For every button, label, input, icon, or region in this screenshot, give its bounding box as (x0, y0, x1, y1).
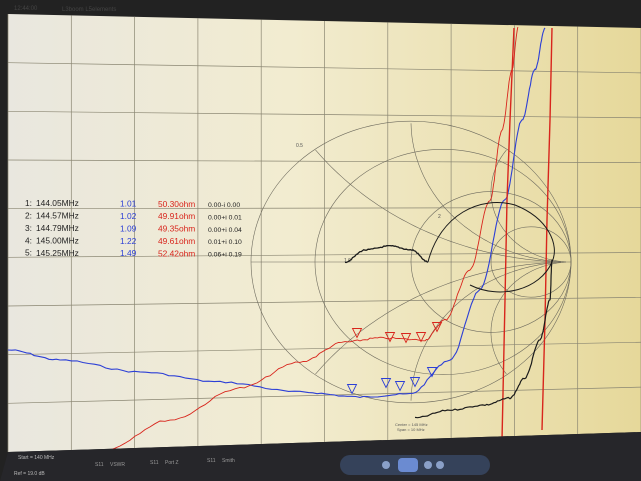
marker-z: 49.91ohm (158, 211, 195, 221)
legend-name: Port Z (165, 460, 179, 466)
marker-z: 52.42ohm (158, 248, 195, 258)
taskbar (340, 455, 490, 475)
smith-trace-spiral (427, 201, 555, 293)
vswr-marker[interactable] (409, 377, 421, 388)
legend-label: S11 (95, 462, 104, 468)
marker-id: 2: (25, 211, 32, 221)
smith-reactance-arc (410, 123, 562, 262)
vswr-marker[interactable] (346, 384, 358, 395)
marker-z: 50.30ohm (158, 199, 195, 209)
vswr-marker[interactable] (426, 367, 438, 378)
vswr-markers (346, 367, 438, 395)
marker-freq: 144.57MHz (36, 211, 79, 221)
marker-refl: 0.01+i 0.10 (208, 239, 242, 246)
impedance-marker[interactable] (351, 328, 363, 339)
marker-refl: 0.00+i 0.04 (208, 227, 242, 234)
marker-id: 1: (25, 198, 32, 208)
legend-label: S11 (207, 458, 216, 464)
marker-refl: 0.00-i 0.00 (208, 202, 240, 209)
marker-refl: 0.06+i 0.19 (208, 252, 242, 259)
marker-vswr: 1.22 (120, 236, 137, 246)
grid-line-horizontal (7, 386, 641, 404)
impedance-trace-vertical-1 (501, 27, 515, 441)
footer-ref: Ref = 19.0 dB (14, 471, 45, 477)
grid-line-horizontal (7, 110, 641, 119)
marker-id: 4: (25, 235, 32, 245)
smith-label-top: 0.5 (296, 143, 303, 149)
smith-reactance-arc (410, 262, 562, 401)
grid-line-horizontal (7, 62, 641, 74)
smith-label-right: 2 (438, 214, 441, 220)
marker-vswr: 1.01 (120, 199, 137, 209)
grid-line-horizontal (7, 341, 641, 356)
smith-reactance-arc (490, 149, 567, 263)
marker-vswr: 1.49 (120, 248, 137, 258)
taskbar-icon[interactable] (436, 461, 444, 469)
marker-id: 3: (25, 223, 32, 233)
taskbar-app-button[interactable] (398, 458, 418, 472)
marker-freq: 144.79MHz (36, 223, 79, 233)
impedance-marker[interactable] (415, 332, 427, 343)
legend-name: VSWR (110, 462, 125, 468)
marker-readout-table: 1: 144.05MHz 1.01 50.30ohm 0.00-i 0.00 2: 144.… (25, 198, 242, 259)
footer-span: Span = 10 MHz (397, 427, 425, 432)
vswr-marker[interactable] (380, 378, 392, 389)
impedance-markers (351, 322, 443, 344)
smith-chart (250, 120, 572, 404)
marker-z: 49.35ohm (158, 224, 195, 234)
header-antenna: L3boom L5elements (62, 7, 116, 13)
marker-vswr: 1.09 (120, 223, 137, 233)
smith-reactance-arc (490, 261, 567, 375)
footer-center: Center = 145 MHz (395, 422, 428, 427)
marker-refl: 0.00+i 0.01 (208, 214, 242, 221)
legend-label: S11 (150, 460, 159, 466)
marker-id: 5: (25, 248, 32, 258)
footer-legend: S11 VSWR S11 Port Z S11 Smith (95, 458, 235, 468)
footer-start: Start = 140 MHz (18, 455, 55, 461)
grid-line-horizontal (7, 159, 641, 164)
impedance-marker[interactable] (384, 332, 396, 343)
taskbar-icon[interactable] (424, 461, 432, 469)
marker-z: 49.61ohm (158, 236, 195, 246)
marker-freq: 145.00MHz (36, 235, 79, 245)
marker-freq: 145.25MHz (36, 248, 79, 258)
impedance-marker[interactable] (431, 322, 443, 333)
smith-trace-upper (344, 244, 429, 264)
marker-freq: 144.05MHz (36, 198, 79, 208)
header-time: 12:44:00 (14, 6, 38, 12)
vswr-marker[interactable] (394, 381, 406, 392)
smith-label-center: 1.0 (344, 258, 351, 264)
grid-line-horizontal (7, 296, 641, 307)
grid-line-horizontal (7, 252, 641, 258)
vswr-trace (7, 27, 546, 398)
taskbar-icon[interactable] (382, 461, 390, 469)
smith-trace-lower (414, 259, 553, 419)
impedance-marker[interactable] (400, 333, 412, 344)
impedance-trace-vertical-2 (541, 27, 553, 431)
impedance-trace (99, 26, 519, 454)
marker-vswr: 1.02 (120, 211, 137, 221)
plot-grid (7, 14, 641, 452)
legend-name: Smith (222, 458, 235, 464)
grid-line-horizontal (7, 207, 641, 210)
